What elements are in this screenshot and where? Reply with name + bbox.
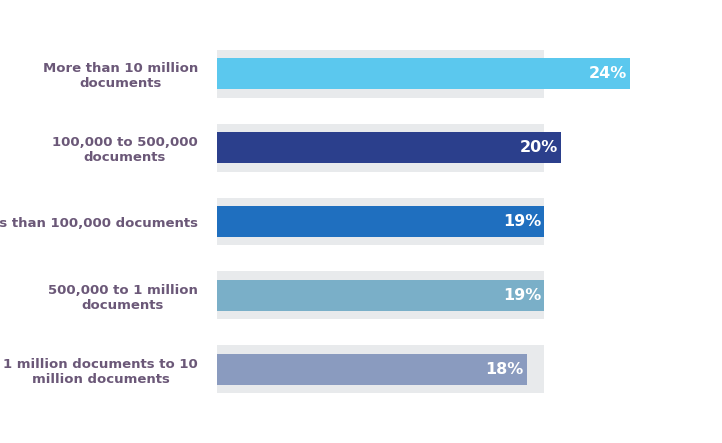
Bar <box>217 58 630 89</box>
Bar <box>217 354 526 385</box>
Bar <box>217 50 544 98</box>
Bar <box>217 206 544 237</box>
Text: 18%: 18% <box>486 361 524 377</box>
Bar <box>217 132 561 163</box>
Bar <box>217 124 544 172</box>
Text: 19%: 19% <box>503 214 542 229</box>
Text: 24%: 24% <box>589 66 627 82</box>
Bar <box>217 198 544 245</box>
Text: 19%: 19% <box>503 288 542 303</box>
Bar <box>217 345 544 393</box>
Text: 20%: 20% <box>520 140 558 155</box>
Bar <box>217 271 544 319</box>
Bar <box>217 280 544 311</box>
